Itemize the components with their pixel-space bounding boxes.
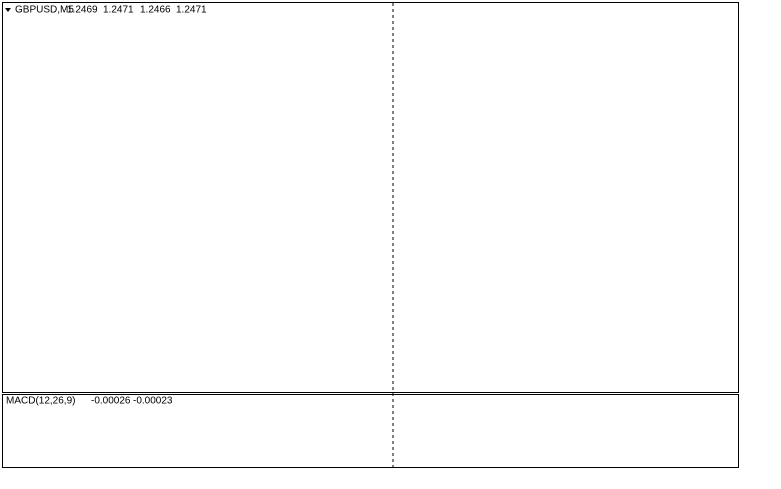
menu-triangle[interactable] [5,8,11,12]
macd-value: -0.00026 [91,396,131,407]
high: 1.2471 [103,5,134,16]
close: 1.2471 [176,5,207,16]
price-frame [2,2,739,393]
low: 1.2466 [140,5,171,16]
macd-frame [2,394,739,468]
open: 1.2469 [67,5,98,16]
symbol: GBPUSD,M5 [15,5,74,16]
signal-value: -0.00023 [133,396,173,407]
macd-title: MACD(12,26,9) [6,396,75,407]
